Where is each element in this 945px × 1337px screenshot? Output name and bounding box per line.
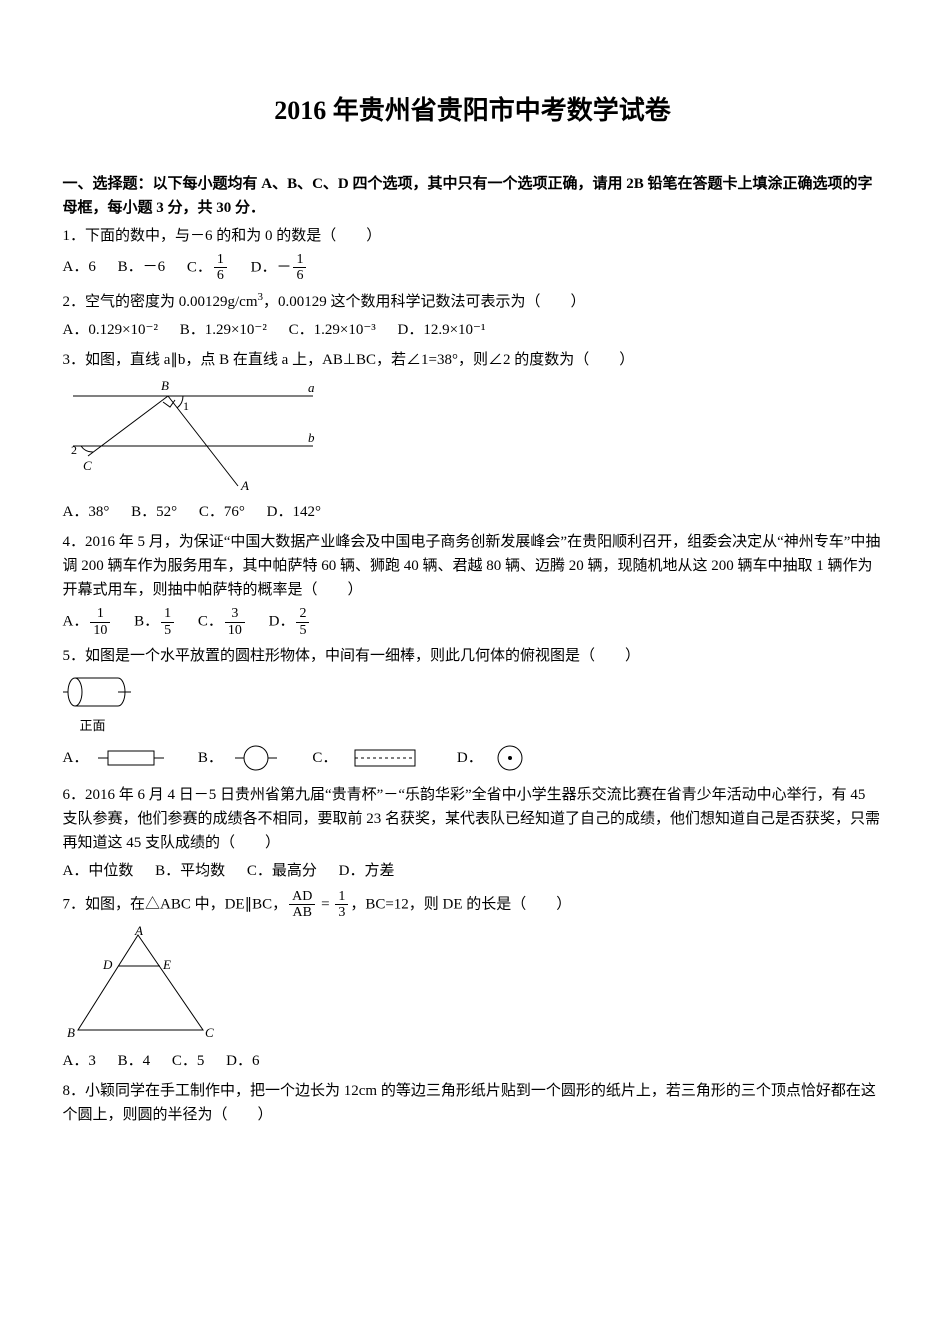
q2-opt-A: A．0.129×10⁻²: [63, 318, 158, 342]
q2-opt-B: B．1.29×10⁻²: [180, 318, 267, 342]
q3-opt-C: C．76°: [199, 500, 245, 524]
q1-stem: 1．下面的数中，与－6 的和为 0 的数是（ ）: [63, 224, 883, 248]
q5-opt-D: D．: [457, 739, 531, 777]
q1-opt-D: D．－16: [251, 252, 309, 284]
q2-stem: 2．空气的密度为 0.00129g/cm3，0.00129 这个数用科学记数法可…: [63, 289, 883, 314]
q3-angle-2: 2: [71, 443, 77, 457]
q1-opt-C-label: C．: [187, 259, 212, 275]
q1-opt-B: B．－6: [118, 255, 166, 279]
q6-opt-D: D．方差: [339, 859, 395, 883]
q5-stem: 5．如图是一个水平放置的圆柱形物体，中间有一细棒，则此几何体的俯视图是（ ）: [63, 644, 883, 668]
q1-opt-A: A．6: [63, 255, 96, 279]
q3-label-C: C: [83, 458, 92, 473]
q7-options: A．3 B．4 C．5 D．6: [63, 1049, 883, 1073]
q7-opt-D: D．6: [226, 1049, 259, 1073]
q7-label-C: C: [205, 1025, 214, 1040]
q6-options: A．中位数 B．平均数 C．最高分 D．方差: [63, 859, 883, 883]
q3-opt-D: D．142°: [267, 500, 321, 524]
q3-label-B: B: [161, 378, 169, 393]
q4-options: A．110 B．15 C．310 D．25: [63, 606, 883, 638]
q1-options: A．6 B．－6 C．16 D．－16: [63, 252, 883, 284]
page-title: 2016 年贵州省贵阳市中考数学试卷: [63, 90, 883, 132]
q3-opt-A: A．38°: [63, 500, 110, 524]
q7-figure: A B C D E: [63, 925, 223, 1045]
q3-label-b: b: [308, 430, 315, 445]
q3-label-A: A: [240, 478, 249, 493]
q1-opt-D-label: D．－: [251, 259, 292, 275]
q2-options: A．0.129×10⁻² B．1.29×10⁻² C．1.29×10⁻³ D．1…: [63, 318, 883, 342]
q3-angle-1: 1: [183, 399, 189, 413]
q3-figure: a b B C A 1 2: [63, 376, 323, 496]
q4-opt-B: B．15: [134, 606, 176, 638]
q3-options: A．38° B．52° C．76° D．142°: [63, 500, 883, 524]
q4-stem: 4．2016 年 5 月，为保证“中国大数据产业峰会及中国电子商务创新发展峰会”…: [63, 530, 883, 602]
q5-opt-B: B．: [198, 739, 281, 777]
q5-opt-C: C．: [312, 741, 425, 775]
q7-opt-C: C．5: [172, 1049, 205, 1073]
q8-stem: 8．小颖同学在手工制作中，把一个边长为 12cm 的等边三角形纸片贴到一个圆形的…: [63, 1079, 883, 1127]
q6-stem: 6．2016 年 6 月 4 日－5 日贵州省第九届“贵青杯”－“乐韵华彩”全省…: [63, 783, 883, 855]
q3-stem: 3．如图，直线 a∥b，点 B 在直线 a 上，AB⊥BC，若∠1=38°，则∠…: [63, 348, 883, 372]
q5-front-label: 正面: [63, 716, 123, 737]
q5-options: A． B． C． D．: [63, 739, 883, 777]
q7-label-B: B: [67, 1025, 75, 1040]
q6-opt-C: C．最高分: [247, 859, 317, 883]
q7-label-D: D: [102, 957, 113, 972]
q7-stem: 7．如图，在△ABC 中，DE∥BC，ADAB = 13，BC=12，则 DE …: [63, 889, 883, 921]
q7-label-E: E: [162, 957, 171, 972]
q4-opt-A: A．110: [63, 606, 113, 638]
q2-opt-D: D．12.9×10⁻¹: [398, 318, 486, 342]
fraction: 16: [293, 252, 306, 284]
q4-opt-D: D．25: [269, 606, 312, 638]
q1-opt-C: C．16: [187, 252, 229, 284]
q6-opt-B: B．平均数: [155, 859, 225, 883]
q4-opt-C: C．310: [198, 606, 247, 638]
q2-opt-C: C．1.29×10⁻³: [289, 318, 376, 342]
section-1-heading: 一、选择题：以下每小题均有 A、B、C、D 四个选项，其中只有一个选项正确，请用…: [63, 172, 883, 220]
q3-label-a: a: [308, 380, 315, 395]
q7-opt-A: A．3: [63, 1049, 96, 1073]
q7-label-A: A: [134, 925, 143, 938]
q7-opt-B: B．4: [118, 1049, 151, 1073]
q5-opt-A: A．: [63, 741, 167, 775]
q6-opt-A: A．中位数: [63, 859, 134, 883]
q3-opt-B: B．52°: [131, 500, 177, 524]
fraction: 16: [214, 252, 227, 284]
q5-figure: 正面: [63, 672, 883, 737]
